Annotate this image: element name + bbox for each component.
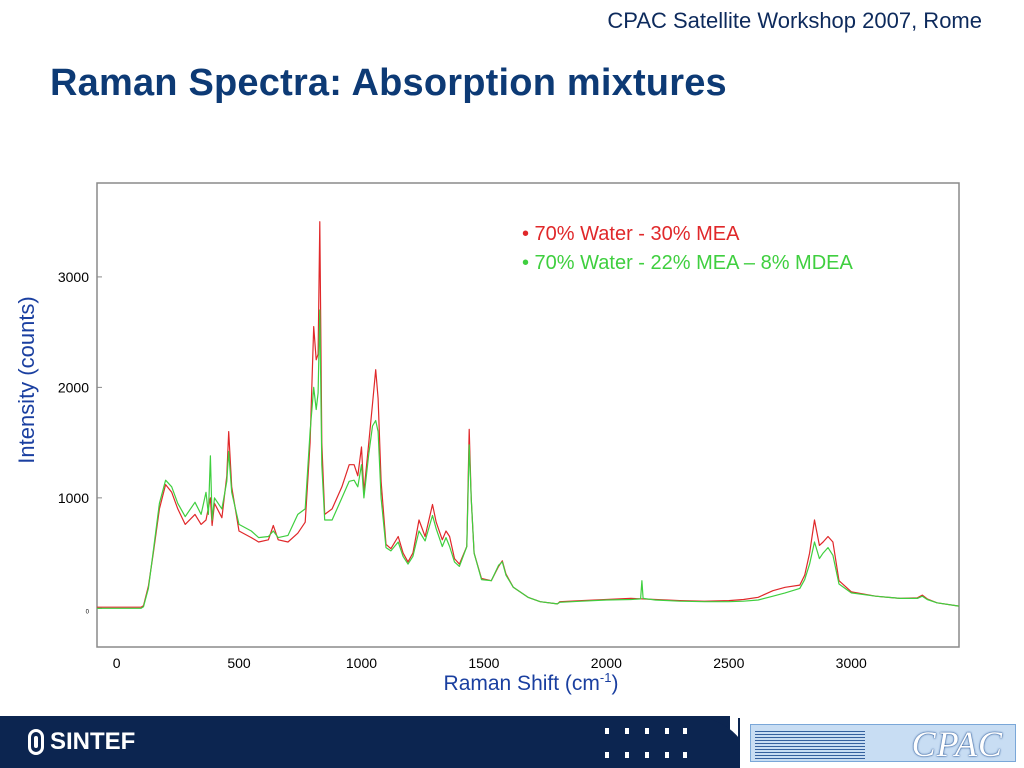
dot-pattern [603,726,693,762]
x-axis-label-end: ) [611,672,618,695]
sintef-mark-icon [28,729,44,755]
y-tick-label: 3000 [58,269,89,285]
sintef-logo: SINTEF [28,728,135,756]
x-axis-label-sup: -1 [600,670,612,685]
x-tick-label: 1500 [468,655,499,671]
x-tick-label: 1000 [346,655,377,671]
cpac-logo-text: CPAC [911,724,1003,762]
series-line-mdea [97,309,960,609]
y-axis-label: Intensity (counts) [14,296,39,464]
series-layer [97,221,960,609]
x-tick-label: 2500 [713,655,744,671]
series-line-mea [97,221,960,608]
slide-title: Raman Spectra: Absorption mixtures [50,62,727,104]
legend-entry-mdea: • 70% Water - 22% MEA – 8% MDEA [522,252,853,274]
spectrum-chart: 0 1000 2000 3000 0 500 1000 1500 2000 2500 3000 •… [14,182,960,695]
x-tick-label: 3000 [836,655,867,671]
x-axis: 0 500 1000 1500 2000 2500 3000 [113,655,867,671]
sintef-logo-text: SINTEF [50,728,136,755]
x-tick-label: 0 [113,655,121,671]
cpac-lines-graphic [755,731,865,759]
x-axis-label-main: Raman Shift (cm [444,672,600,695]
cpac-logo: CPAC [738,718,1024,768]
y-tick-label: 0 [86,609,90,615]
legend-entry-mea: • 70% Water - 30% MEA [522,223,740,245]
y-tick-label: 1000 [58,490,89,506]
x-tick-label: 2000 [591,655,622,671]
x-tick-label: 500 [227,655,251,671]
footer-bar: SINTEF [0,716,1024,768]
event-caption: CPAC Satellite Workshop 2007, Rome [607,8,982,33]
x-axis-label: Raman Shift (cm-1) [444,670,619,695]
cpac-logo-panel: CPAC [750,724,1016,762]
plot-frame [96,182,960,648]
y-axis: 0 1000 2000 3000 [58,269,102,615]
y-tick-label: 2000 [58,379,89,395]
